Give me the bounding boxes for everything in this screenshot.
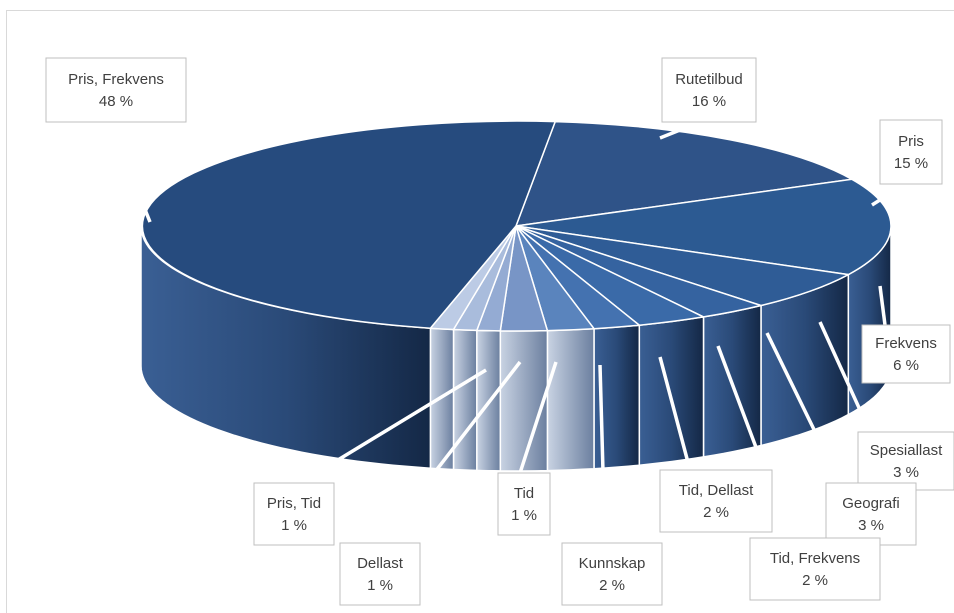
pie-side-tid-dellast (546, 327, 595, 472)
data-label-geografi: Geografi 3 % (825, 482, 917, 546)
pie-side-kunnskap (499, 329, 549, 472)
data-label-box (497, 472, 551, 536)
chart-frame (6, 10, 954, 613)
data-label-box (825, 482, 917, 546)
data-label-name: Frekvens (875, 335, 937, 352)
data-label-box (857, 431, 954, 491)
leader-line-geografi (765, 332, 842, 484)
data-label-name: Pris, Frekvens (68, 71, 164, 88)
pie-side-dellast (452, 328, 478, 472)
leader-line-kunnskap (598, 364, 607, 544)
pie-slice-pris (515, 178, 892, 276)
data-label-value: 16 % (692, 93, 726, 110)
data-label-name: Tid, Dellast (679, 482, 754, 499)
data-label-value: 1 % (281, 517, 307, 534)
data-label-value: 1 % (511, 507, 537, 524)
data-label-box (253, 482, 335, 546)
data-label-name: Spesiallast (870, 442, 943, 459)
pie-slice-frekvens (515, 225, 851, 307)
pie-side-pris-tid (429, 327, 455, 471)
data-label-tid: Tid 1 % (497, 472, 551, 536)
data-label-value: 3 % (893, 464, 919, 481)
data-label-value: 2 % (802, 572, 828, 589)
data-label-box (561, 542, 663, 606)
data-label-value: 48 % (99, 93, 133, 110)
data-label-pris-frekvens: Pris, Frekvens 48 % (45, 57, 187, 123)
pie-slice-rutetilbud (514, 120, 855, 227)
data-labels: Rutetilbud 16 % Pris 15 % Frekvens 6 % Spesial… (45, 57, 954, 606)
data-label-spesiallast: Spesiallast 3 % (857, 431, 954, 491)
data-label-tid-frekvens: Tid, Frekvens 2 % (749, 537, 881, 601)
data-label-name: Rutetilbud (675, 71, 743, 88)
data-label-name: Tid, Frekvens (770, 550, 860, 567)
leader-line-pris (871, 182, 906, 207)
data-label-tid-dellast: Tid, Dellast 2 % (659, 469, 773, 533)
data-label-value: 2 % (703, 504, 729, 521)
pie-side-geografi (638, 316, 705, 467)
data-label-value: 3 % (858, 517, 884, 534)
data-label-pris-tid: Pris, Tid 1 % (253, 482, 335, 546)
data-label-value: 2 % (599, 577, 625, 594)
data-label-box (861, 324, 951, 384)
data-label-box (879, 119, 943, 185)
data-label-box (45, 57, 187, 123)
leader-line-tid (518, 361, 558, 474)
data-label-name: Pris, Tid (267, 495, 321, 512)
pie-top-layer (141, 120, 892, 332)
leader-line-dellast (378, 360, 522, 545)
data-label-rutetilbud: Rutetilbud 16 % (661, 57, 757, 123)
data-label-pris: Pris 15 % (879, 119, 943, 185)
data-label-name: Geografi (842, 495, 900, 512)
data-label-name: Kunnskap (579, 555, 646, 572)
data-label-frekvens: Frekvens 6 % (861, 324, 951, 384)
data-label-box (339, 542, 421, 606)
pie-slice-pris-frekvens (141, 120, 557, 329)
data-label-box (749, 537, 881, 601)
data-label-name: Tid (514, 485, 534, 502)
leader-line-pris-tid (299, 368, 487, 485)
data-label-dellast: Dellast 1 % (339, 542, 421, 606)
leader-line-rutetilbud (659, 120, 701, 140)
leader-line-spesiallast (818, 321, 872, 433)
data-label-box (661, 57, 757, 123)
leader-line-tid-dellast (658, 356, 692, 471)
data-label-box (659, 469, 773, 533)
leader-line-frekvens (878, 285, 887, 326)
data-label-name: Dellast (357, 555, 404, 572)
data-label-value: 15 % (894, 155, 928, 172)
data-label-value: 1 % (367, 577, 393, 594)
data-label-name: Pris (898, 133, 924, 150)
data-label-value: 6 % (893, 357, 919, 374)
leader-line-pris-frekvens (108, 121, 152, 223)
leader-line-tid-frekvens (716, 345, 792, 539)
leader-lines (108, 120, 906, 545)
pie-side-layer (140, 225, 892, 472)
data-label-kunnskap: Kunnskap 2 % (561, 542, 663, 606)
